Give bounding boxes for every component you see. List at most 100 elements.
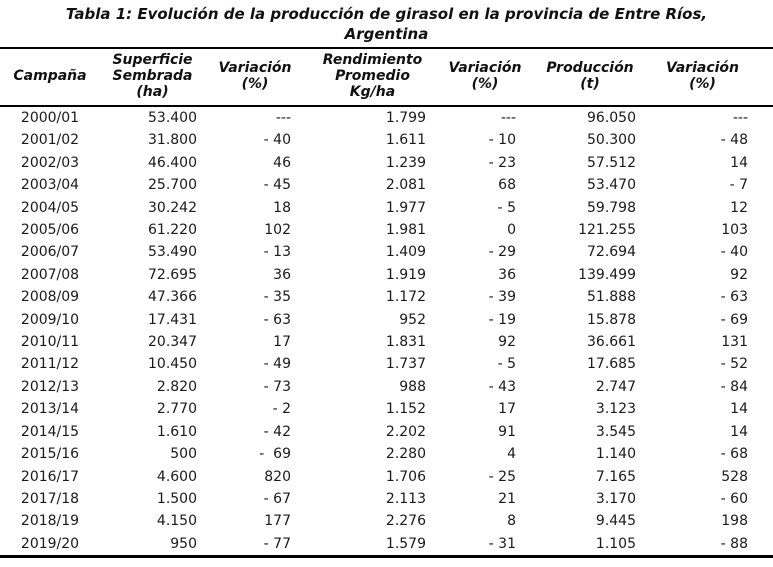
table-cell: 1.610 bbox=[156, 423, 197, 440]
table-cell: - 39 bbox=[488, 289, 516, 306]
table-cell: - 52 bbox=[720, 356, 748, 373]
table-cell: - 35 bbox=[263, 289, 291, 306]
table-cell: 68 bbox=[498, 177, 516, 194]
table-cell: 2000/01 bbox=[20, 110, 80, 126]
table-cell: 198 bbox=[721, 513, 748, 530]
table-cell: - 19 bbox=[488, 311, 516, 328]
table-cell: 1.579 bbox=[385, 535, 426, 552]
table-cell: 53.400 bbox=[148, 110, 197, 126]
table-cell: 9.445 bbox=[595, 513, 636, 530]
table-cell: - 48 bbox=[720, 132, 748, 149]
table-row: 2006/07 53.490 - 13 1.409 - 29 72.694 - 40 bbox=[0, 241, 773, 263]
table-cell: 139.499 bbox=[578, 266, 636, 283]
table-cell: - 5 bbox=[497, 199, 516, 216]
table-row: 2005/06 61.220 102 1.981 0 121.255 103 bbox=[0, 219, 773, 241]
column-header-superficie-sembrada: Superficie Sembrada (ha) bbox=[100, 48, 205, 107]
table-cell: 46.400 bbox=[148, 154, 197, 171]
table-cell: 2001/02 bbox=[20, 132, 80, 149]
table-cell: 2010/11 bbox=[20, 334, 80, 351]
table-cell: - 2 bbox=[272, 401, 291, 418]
table-cell: 14 bbox=[730, 401, 748, 418]
table-row: 2009/10 17.431 - 63 952 - 19 15.878 - 69 bbox=[0, 309, 773, 331]
table-cell: 1.981 bbox=[385, 222, 426, 239]
table-cell: 17.431 bbox=[148, 311, 197, 328]
table-header: Campaña Superficie Sembrada (ha) Variaci… bbox=[0, 48, 773, 107]
table-cell: 103 bbox=[721, 222, 748, 239]
table-cell: 51.888 bbox=[587, 289, 636, 306]
column-header-variacion-rendimiento: Variación (%) bbox=[440, 48, 530, 107]
table-cell: 2017/18 bbox=[20, 490, 80, 507]
table-cell: 1.409 bbox=[385, 244, 426, 261]
table-cell: 96.050 bbox=[587, 110, 636, 126]
table-cell: 36 bbox=[498, 266, 516, 283]
table-cell: 2006/07 bbox=[20, 244, 80, 261]
table-cell: 1.799 bbox=[385, 110, 426, 126]
table-cell: - 45 bbox=[263, 177, 291, 194]
table-cell: 53.490 bbox=[148, 244, 197, 261]
table-cell: 14 bbox=[730, 423, 748, 440]
table-cell: 0 bbox=[507, 222, 516, 239]
table-cell: 17.685 bbox=[587, 356, 636, 373]
table-cell: 7.165 bbox=[595, 468, 636, 485]
table-caption-line2: Argentina bbox=[344, 25, 429, 43]
table-cell: 72.695 bbox=[148, 266, 197, 283]
table-cell: 1.140 bbox=[595, 446, 636, 463]
table-cell: 2009/10 bbox=[20, 311, 80, 328]
column-header-rendimiento-promedio: Rendimiento Promedio Kg/ha bbox=[305, 48, 440, 107]
table-row: 2013/14 2.770 - 2 1.152 17 3.123 14 bbox=[0, 398, 773, 420]
table-row: 2015/16 500 - 69 2.280 4 1.140 - 68 bbox=[0, 443, 773, 465]
table-cell: - 40 bbox=[720, 244, 748, 261]
table-cell: 2004/05 bbox=[20, 199, 80, 216]
table-cell: 57.512 bbox=[587, 154, 636, 171]
table-cell: 988 bbox=[399, 378, 426, 395]
table-cell: 72.694 bbox=[587, 244, 636, 261]
table-cell: - 73 bbox=[263, 378, 291, 395]
table-cell: 121.255 bbox=[578, 222, 636, 239]
table-row: 2018/19 4.150 177 2.276 8 9.445 198 bbox=[0, 510, 773, 532]
table-cell: 1.152 bbox=[385, 401, 426, 418]
table-cell: 91 bbox=[498, 423, 516, 440]
table-cell: 14 bbox=[730, 154, 748, 171]
table-cell: 1.239 bbox=[385, 154, 426, 171]
table-cell: - 68 bbox=[720, 446, 748, 463]
table-row: 2004/05 30.242 18 1.977 - 5 59.798 12 bbox=[0, 197, 773, 219]
table-cell: 61.220 bbox=[148, 222, 197, 239]
table-cell: - 5 bbox=[497, 356, 516, 373]
table-cell: 2018/19 bbox=[20, 513, 80, 530]
table-cell: 31.800 bbox=[148, 132, 197, 149]
table-cell: 2002/03 bbox=[20, 154, 80, 171]
table-cell: --- bbox=[500, 110, 516, 126]
table-cell: - 7 bbox=[729, 177, 748, 194]
table-cell: - 60 bbox=[720, 490, 748, 507]
table-cell: - 69 bbox=[259, 446, 291, 463]
table-cell: - 63 bbox=[263, 311, 291, 328]
table-cell: 12 bbox=[730, 199, 748, 216]
table-cell: 3.170 bbox=[595, 490, 636, 507]
table-cell: 15.878 bbox=[587, 311, 636, 328]
table-cell: 2011/12 bbox=[20, 356, 80, 373]
table-cell: 2.280 bbox=[385, 446, 426, 463]
table-cell: 30.242 bbox=[148, 199, 197, 216]
column-header-produccion: Producción (t) bbox=[530, 48, 650, 107]
column-header-variacion-produccion: Variación (%) bbox=[650, 48, 773, 107]
table-body: 2000/01 53.400 --- 1.799 --- 96.050 --- 2001/02… bbox=[0, 106, 773, 557]
table-row: 2019/20 950 - 77 1.579 - 31 1.105 - 88 bbox=[0, 533, 773, 557]
table-cell: - 13 bbox=[263, 244, 291, 261]
table-cell: - 67 bbox=[263, 490, 291, 507]
table-cell: - 42 bbox=[263, 423, 291, 440]
table-row: 2001/02 31.800 - 40 1.611 - 10 50.300 - 48 bbox=[0, 129, 773, 151]
table-row: 2011/12 10.450 - 49 1.737 - 5 17.685 - 52 bbox=[0, 353, 773, 375]
table-cell: 8 bbox=[507, 513, 516, 530]
table-cell: 102 bbox=[264, 222, 291, 239]
table-header-row: Campaña Superficie Sembrada (ha) Variaci… bbox=[0, 48, 773, 107]
table-cell: 1.831 bbox=[385, 334, 426, 351]
table-cell: 2012/13 bbox=[20, 378, 80, 395]
table-cell: 1.919 bbox=[385, 266, 426, 283]
table-cell: --- bbox=[275, 110, 291, 126]
table-cell: 528 bbox=[721, 468, 748, 485]
table-cell: 17 bbox=[273, 334, 291, 351]
table-row: 2010/11 20.347 17 1.831 92 36.661 131 bbox=[0, 331, 773, 353]
table-cell: 25.700 bbox=[148, 177, 197, 194]
table-cell: - 49 bbox=[263, 356, 291, 373]
